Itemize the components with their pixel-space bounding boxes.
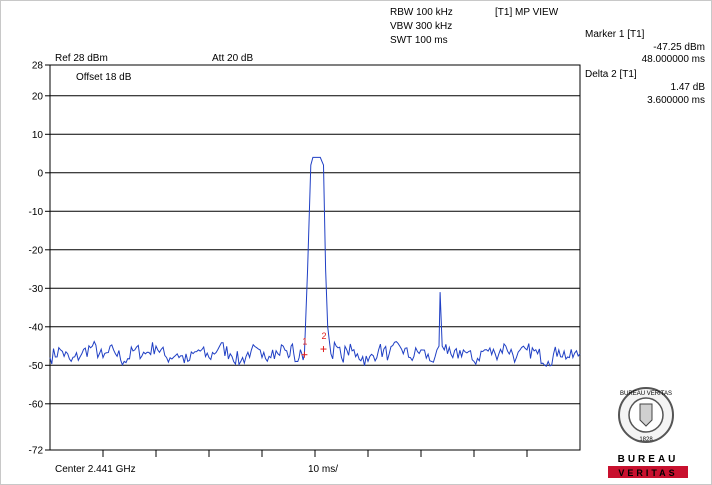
x-axis-ticks [102, 450, 528, 457]
offset-label: Offset 18 dB [76, 72, 132, 83]
seal-text: BUREAU VERITAS [620, 391, 672, 397]
y-tick-label: 28 [32, 61, 44, 72]
vbw-setting: VBW 300 kHz [390, 21, 452, 32]
seal-shield-icon [639, 403, 653, 427]
grid-layer [50, 95, 580, 451]
delta2-time: 3.600000 ms [647, 95, 705, 106]
trace-line [49, 156, 581, 367]
y-tick-label: -60 [29, 399, 44, 410]
brand-line2: VERITAS [618, 468, 677, 478]
y-tick-label: -50 [29, 361, 44, 372]
delta2-title: Delta 2 [T1] [585, 69, 637, 80]
trace-mode: [T1] MP VIEW [495, 7, 559, 18]
marker1-time: 48.000000 ms [642, 54, 705, 65]
plot-frame [49, 64, 581, 451]
y-tick-label: -40 [29, 322, 44, 333]
marker-2-label: 2 [321, 331, 326, 341]
center-frequency: Center 2.441 GHz [55, 464, 136, 475]
rbw-setting: RBW 100 kHz [390, 7, 453, 18]
marker1-title: Marker 1 [T1] [585, 29, 645, 40]
marker-1-label: 1 [302, 337, 307, 347]
swt-setting: SWT 100 ms [390, 35, 448, 46]
attenuation: Att 20 dB [212, 53, 253, 64]
y-tick-label: -20 [29, 245, 44, 256]
brand-bar [608, 466, 688, 478]
delta2-level: 1.47 dB [671, 82, 706, 93]
trace-layer [49, 156, 581, 367]
y-axis-ticks: 28 20 10 0 -10 -20 -30 -40 -50 -60 -72 [29, 61, 50, 457]
y-tick-label: 10 [32, 130, 44, 141]
bureau-veritas-logo: BUREAU VERITAS 1828 BUREAU VERITAS [608, 387, 688, 478]
y-tick-label: 20 [32, 91, 44, 102]
reference-level: Ref 28 dBm [55, 53, 108, 64]
brand-line1: BUREAU [618, 454, 679, 465]
seal-year: 1828 [639, 437, 653, 443]
y-tick-label: -72 [29, 446, 44, 457]
marker-layer: 12 [301, 331, 326, 358]
time-per-division: 10 ms/ [308, 464, 338, 475]
y-tick-label: -30 [29, 284, 44, 295]
y-tick-label: 0 [37, 168, 43, 179]
y-tick-label: -10 [29, 207, 44, 218]
marker1-level: -47.25 dBm [653, 42, 705, 53]
